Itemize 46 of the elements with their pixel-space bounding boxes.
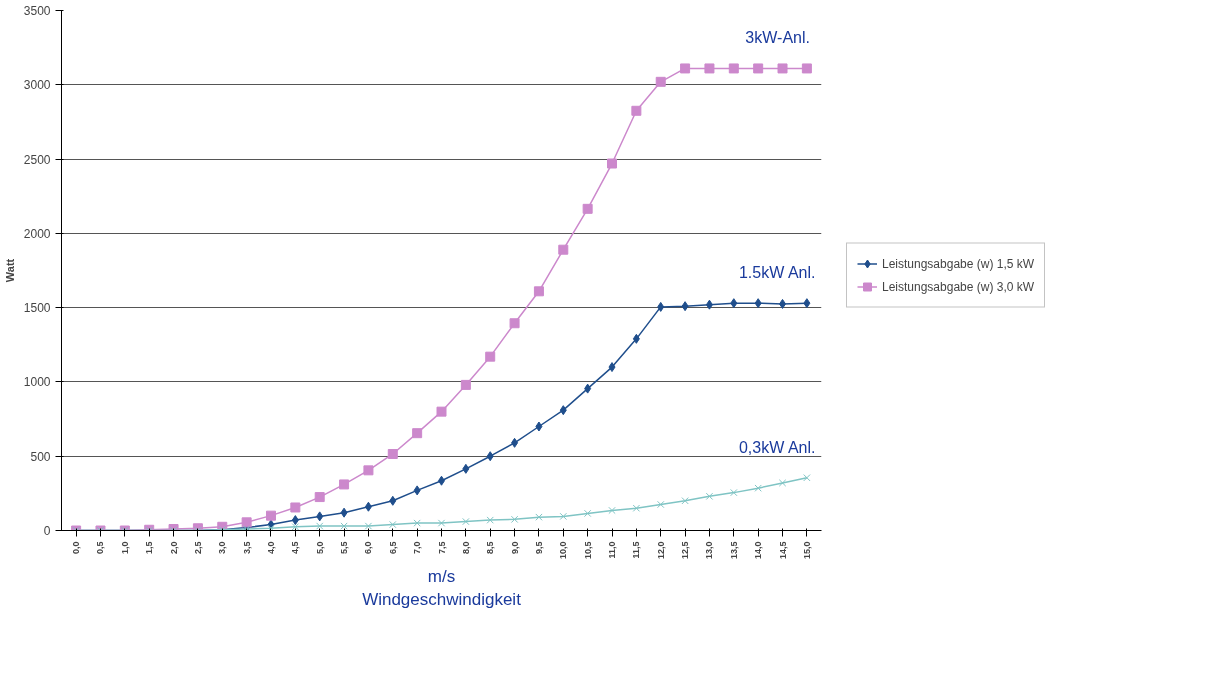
x-tick-label: 0,0 [71,541,82,555]
x-tick-label: 11,5 [631,541,642,559]
x-tick-label: 7,0 [412,541,423,555]
x-tick-label: 15,0 [801,541,812,560]
y-tick-label: 3500 [23,4,51,18]
x-tick-label: 10,0 [558,541,569,560]
x-tick-label: 7,5 [436,541,447,555]
x-tick-label: 8,0 [460,541,471,555]
x-tick-label: 1,5 [144,541,155,555]
x-tick-label: 5,5 [339,541,350,555]
x-tick-label: 13,5 [728,541,739,560]
x-tick-label: 4,5 [290,541,301,555]
y-tick-label: 2000 [23,226,51,241]
y-tick-label: 3000 [23,78,51,93]
x-tick-label: 6,5 [387,541,398,555]
x-axis-title: m/s Windgeschwindigkeit [362,567,522,609]
x-tick-label: 14,0 [753,541,764,560]
x-tick-label: 12,5 [680,541,691,560]
y-tick-label: 2500 [23,152,51,167]
legend-label: Leistungsabgabe (w) 3,0 kW [882,279,1035,293]
x-tick-label: 11,0 [607,541,618,559]
y-axis-title: Watt [3,258,16,283]
x-tick-label: 8,5 [485,541,496,555]
x-tick-label: 13,0 [704,541,715,560]
y-tick-label: 1000 [23,375,51,390]
x-tick-label: 3,5 [241,541,252,555]
annotation: 1.5kW Anl. [738,264,816,282]
annotation: 3kW-Anl. [745,29,810,47]
x-tick-label: 10,5 [582,541,593,560]
x-tick-label: 9,0 [509,541,520,555]
y-tick-label: 500 [30,449,51,464]
x-tick-label: 6,0 [363,541,374,555]
x-tick-label: 2,0 [168,541,179,555]
x-tick-label: 3,0 [217,541,228,555]
y-tick-label: 0 [43,524,51,538]
x-tick-label: 12,0 [655,541,666,560]
x-tick-label: 2,5 [192,541,203,555]
x-tick-label: 1,0 [119,541,130,555]
x-tick-label: 14,5 [777,541,788,560]
x-tick-label: 5,0 [314,541,325,555]
legend-label: Leistungsabgabe (w) 1,5 kW [882,256,1035,270]
x-tick-label: 4,0 [265,541,276,555]
x-tick-label: 9,5 [533,541,544,555]
annotation: 0,3kW Anl. [738,438,816,456]
y-tick-label: 1500 [23,301,51,316]
x-tick-label: 0,5 [95,541,106,555]
